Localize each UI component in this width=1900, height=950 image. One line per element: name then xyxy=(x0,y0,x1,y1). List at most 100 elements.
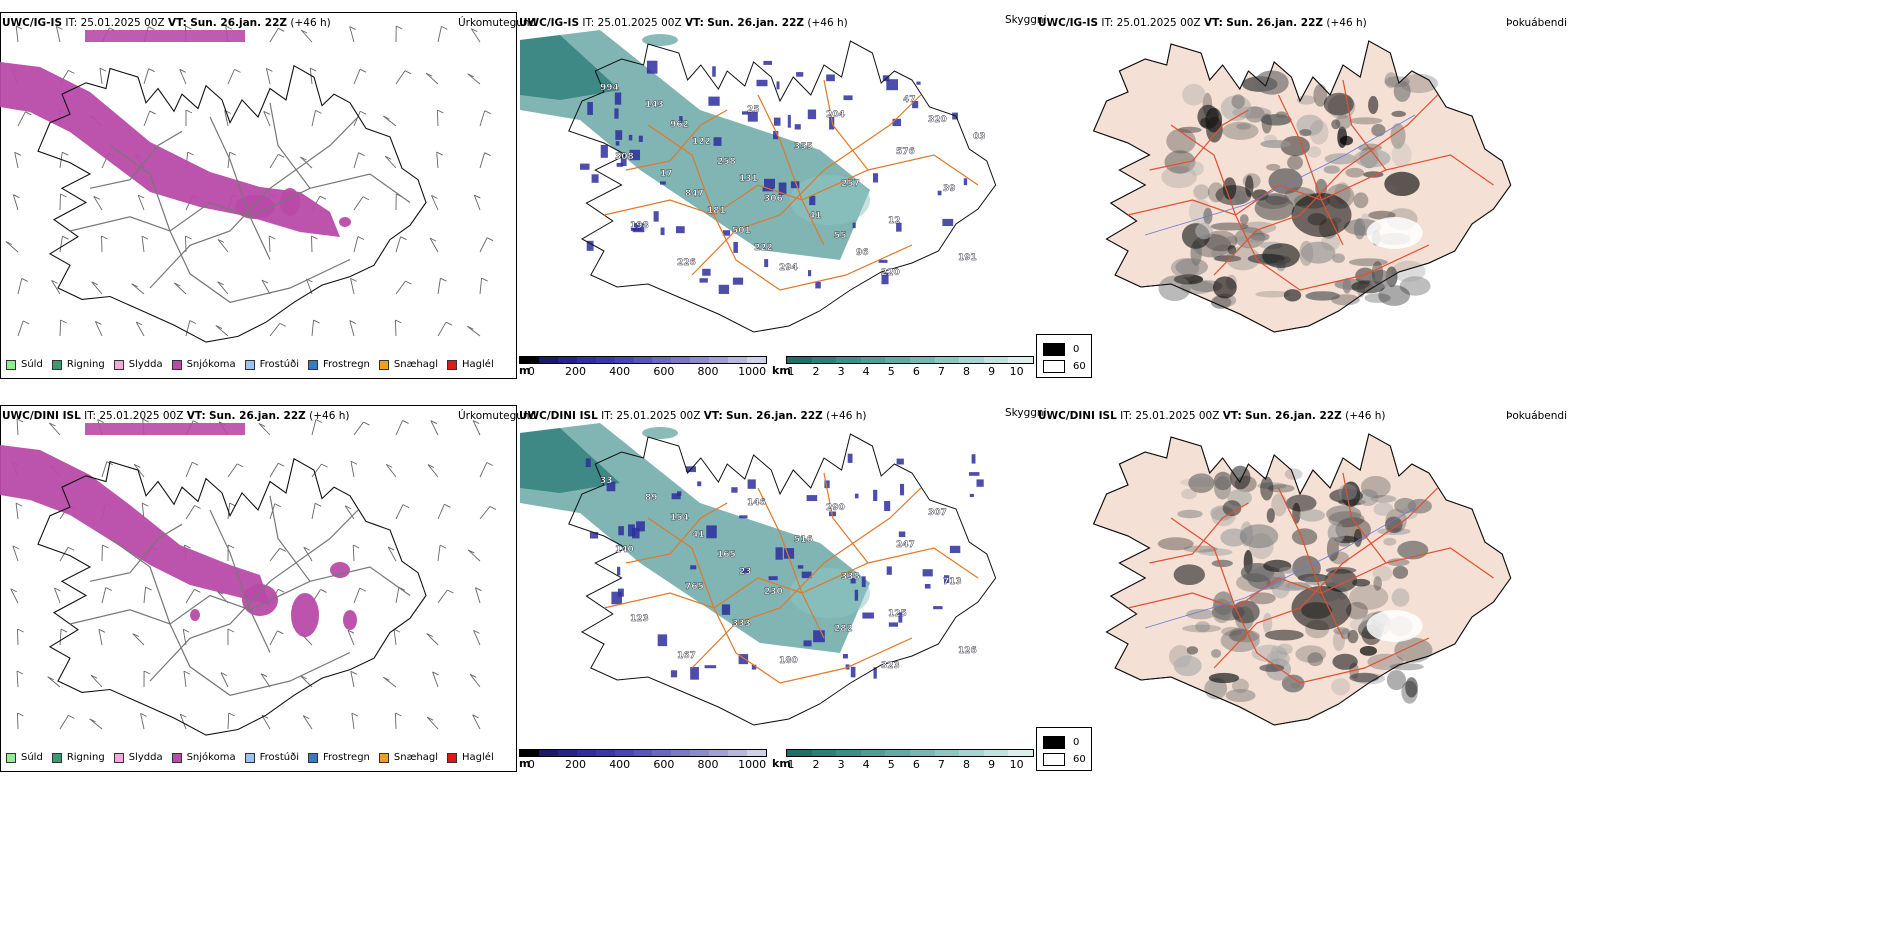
precip-header-row1: UWC/IG-IS IT: 25.01.2025 00Z VT: Sun. 26… xyxy=(2,17,331,29)
fog-index-cell xyxy=(1221,626,1242,637)
wind-barb xyxy=(15,26,19,43)
wind-barb xyxy=(132,633,145,646)
cloud-base-cell xyxy=(629,149,641,161)
wind-barb xyxy=(98,629,103,646)
wind-barb-flag xyxy=(101,235,108,240)
colorbar-cell xyxy=(836,750,861,756)
wind-barb xyxy=(47,676,61,688)
wind-barb-flag xyxy=(349,320,356,324)
snow-cell xyxy=(280,188,300,216)
colorbar-tick-label: 4 xyxy=(862,365,870,378)
fog-index-cell xyxy=(1360,213,1370,227)
legend-label: Snæhagl xyxy=(393,359,439,370)
wind-barb-flag xyxy=(314,502,322,507)
coastline xyxy=(1092,40,1512,333)
wind-barb xyxy=(179,713,187,730)
colorbar-cell xyxy=(728,750,748,756)
fog-index-cell xyxy=(1313,83,1328,107)
wind-barb-flag xyxy=(441,25,448,30)
fog-index-cell xyxy=(1299,509,1325,522)
fog-index-cell xyxy=(1357,489,1379,506)
fog-index-cell xyxy=(1188,161,1204,176)
road-line xyxy=(757,94,825,246)
wind-barb xyxy=(5,241,19,253)
road-line xyxy=(89,523,183,582)
cloud-base-cell xyxy=(632,527,640,539)
wind-barb xyxy=(384,155,397,169)
cloud-base-cell xyxy=(976,479,984,487)
road-line xyxy=(1170,517,1430,684)
cloud-base-cell xyxy=(677,491,682,496)
wind-barb-flag xyxy=(386,463,393,468)
cloud-base-value-label: 41 xyxy=(692,530,705,540)
road-line xyxy=(109,145,351,303)
fog-index-cell xyxy=(1373,576,1382,591)
fog-index-cell xyxy=(1236,573,1271,592)
road-line xyxy=(209,509,271,653)
colorbar-cell xyxy=(934,357,960,363)
cloud-base-cell xyxy=(653,211,659,222)
wind-barb xyxy=(349,320,355,337)
wind-barb-flag xyxy=(13,194,20,199)
fog-index-cell xyxy=(1260,140,1291,148)
road-line xyxy=(69,173,411,232)
cloud-base-cell xyxy=(704,665,717,669)
wind-barb xyxy=(141,236,145,253)
wind-barb xyxy=(300,29,313,43)
wind-barb xyxy=(467,325,481,337)
cloud-base-value-label: 165 xyxy=(717,550,736,560)
wind-barb xyxy=(302,715,313,730)
cloud-base-cell xyxy=(617,566,621,576)
cloud-base-value-label: 257 xyxy=(841,179,860,189)
wind-barb-flag xyxy=(187,151,194,156)
fog-index-cell xyxy=(1222,500,1242,517)
wind-barb-flag xyxy=(303,546,310,551)
cloud-base-cell xyxy=(679,116,683,123)
cloud-base-value-label: 282 xyxy=(834,624,853,634)
wind-barb-flag xyxy=(383,676,390,681)
cloud-base-cell xyxy=(843,95,853,101)
fog-index-cell xyxy=(1324,568,1358,593)
wind-barb-flag xyxy=(486,237,494,242)
cloud-base-cell xyxy=(632,223,645,233)
wind-barb-flag xyxy=(439,544,447,549)
wind-barb xyxy=(133,464,145,478)
fog-index-cell xyxy=(1195,621,1211,633)
cloud-base-value-label: 290 xyxy=(826,503,845,513)
colorbar-cell xyxy=(614,357,634,363)
fog-index-cell xyxy=(1262,243,1300,268)
colorbar-tick-label: 8 xyxy=(962,758,970,771)
fog-index-cell xyxy=(1299,129,1312,137)
wind-barb-flag xyxy=(486,462,493,466)
fog-index-cell xyxy=(1370,495,1397,503)
legend-item: Súld xyxy=(6,359,43,370)
wind-barb-flag xyxy=(25,111,32,116)
colorbar-cell xyxy=(909,750,935,756)
cloud-base-cell xyxy=(850,578,856,584)
cloud-base-value-label: 23 xyxy=(739,567,752,577)
vis-title-row2: Skyggni xyxy=(1005,407,1047,419)
wind-barb-flag xyxy=(68,714,75,719)
wind-barb-flag xyxy=(95,321,102,325)
wind-barb-flag xyxy=(179,68,186,73)
wind-barb-flag xyxy=(347,629,355,634)
wind-barb-flag xyxy=(60,628,68,633)
fog-header-row2: UWC/DINI ISL IT: 25.01.2025 00Z VT: Sun.… xyxy=(1038,410,1386,422)
cloud-base-cell xyxy=(873,489,878,501)
colorbar-tick-label: 5 xyxy=(887,758,895,771)
fog-index-cell xyxy=(1268,168,1303,195)
colorbar-cell xyxy=(811,357,837,363)
colorbar-cell xyxy=(538,750,558,756)
wind-barb-flag xyxy=(431,194,438,199)
wind-barb-flag xyxy=(430,420,438,425)
cloud-base-cell xyxy=(933,606,943,610)
river-line xyxy=(1144,507,1416,629)
cloud-base-value-label: 226 xyxy=(677,258,696,268)
wind-barb xyxy=(353,421,364,436)
vis-unit-row1: km xyxy=(772,364,791,377)
wind-barb xyxy=(473,194,481,211)
colorbar-cell xyxy=(909,357,935,363)
cloud-base-value-label: 17 xyxy=(660,169,673,179)
wind-barb-flag xyxy=(227,628,235,633)
legend-label: Slydda xyxy=(128,359,163,370)
